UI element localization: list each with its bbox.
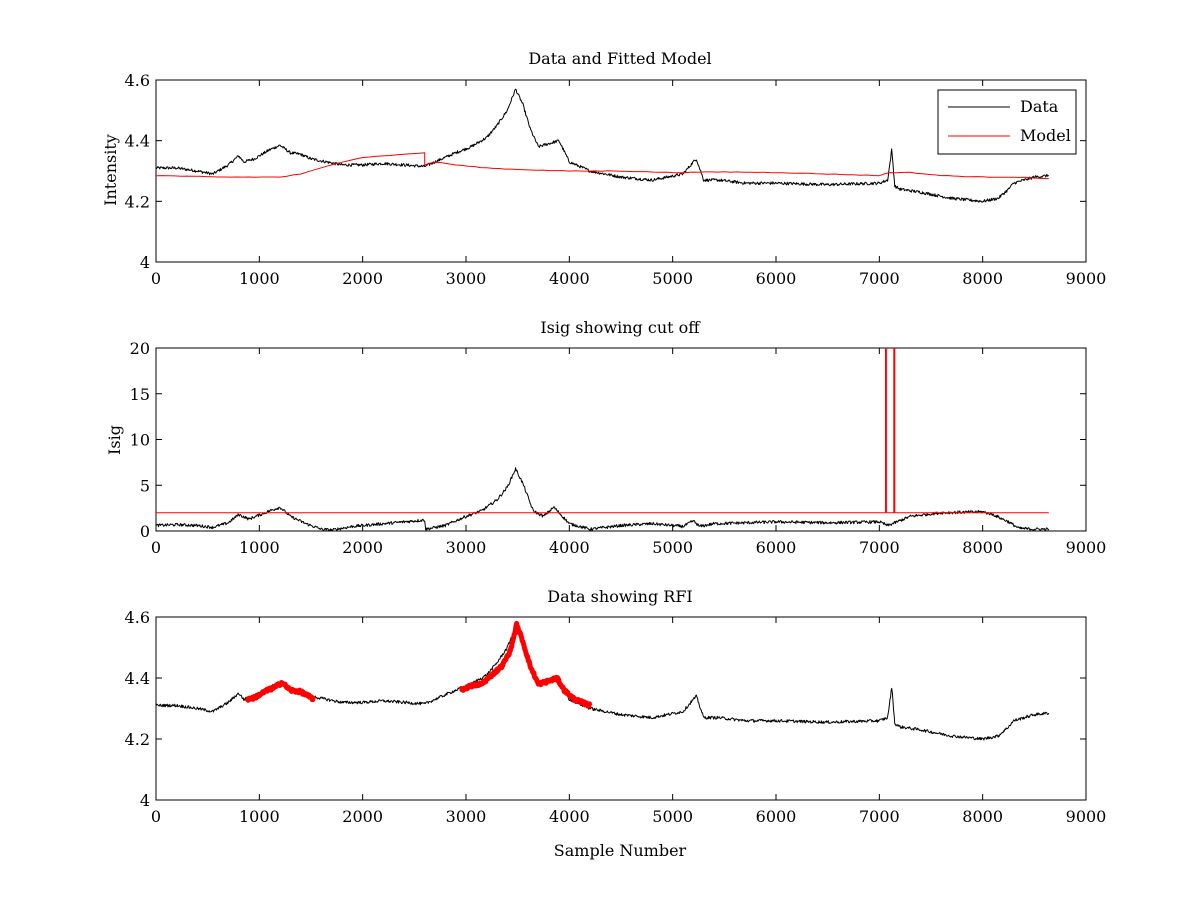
- x-tick-label: 1000: [239, 269, 280, 288]
- y-tick-label: 4: [140, 791, 150, 810]
- y-axis-label: Intensity: [101, 134, 120, 206]
- axes-box: [155, 79, 1087, 263]
- x-tick-label: 1000: [239, 538, 280, 557]
- x-tick-label: 7000: [859, 538, 900, 557]
- x-tick-label: 1000: [239, 807, 280, 826]
- x-tick-label: 6000: [756, 807, 797, 826]
- y-tick-label: 5: [140, 476, 150, 495]
- highlight-series-line: [245, 680, 317, 703]
- x-tick-label: 8000: [962, 807, 1003, 826]
- x-tick-label: 3000: [446, 538, 487, 557]
- chart-panel-intensity: Data and Fitted Model Intensity 0 1000 200…: [101, 49, 1106, 288]
- x-tick-label: 9000: [1066, 269, 1107, 288]
- x-tick-label: 5000: [652, 538, 693, 557]
- chart-panel-isig: Isig showing cut off Isig 0 1000 2000 3000 4…: [105, 318, 1106, 557]
- x-tick-label: 2000: [342, 538, 383, 557]
- legend-item-data: Data: [948, 97, 1059, 116]
- y-axis-label: Isig: [105, 425, 124, 455]
- x-tick-label: 8000: [962, 538, 1003, 557]
- highlight-series-line: [458, 620, 593, 709]
- y-tick-label: 4: [140, 253, 150, 272]
- y-tick-label: 4.6: [125, 71, 150, 90]
- x-tick-label: 4000: [549, 538, 590, 557]
- x-tick-label: 9000: [1066, 807, 1107, 826]
- x-tick-label: 4000: [549, 807, 590, 826]
- y-tick-label: 10: [130, 431, 150, 450]
- x-tick-label: 5000: [652, 807, 693, 826]
- x-tick-label: 9000: [1066, 538, 1107, 557]
- x-tick-label: 8000: [962, 269, 1003, 288]
- x-tick-label: 0: [151, 807, 161, 826]
- y-tick-label: 4.4: [125, 132, 150, 151]
- x-tick-label: 0: [151, 269, 161, 288]
- y-tick-label: 0: [140, 522, 150, 541]
- y-tick-label: 4.2: [125, 730, 150, 749]
- model-series-line: [156, 152, 1049, 180]
- plot-area: 0 1000 2000 3000 4000 5000 6000 7000 8000 9000 4 4.…: [125, 608, 1107, 826]
- chart-panel-rfi: Data showing RFI 0 1000 2000 3000 4000 5000 60…: [125, 587, 1107, 860]
- x-tick-label: 0: [151, 538, 161, 557]
- legend-box: [937, 89, 1077, 155]
- y-tick-label: 4.2: [125, 192, 150, 211]
- legend: Data Model: [937, 89, 1077, 155]
- x-tick-label: 2000: [342, 807, 383, 826]
- chart-title: Isig showing cut off: [540, 318, 701, 337]
- x-tick-label: 5000: [652, 269, 693, 288]
- x-tick-label: 4000: [549, 269, 590, 288]
- y-tick-label: 4.6: [125, 608, 150, 627]
- data-series-line: [156, 88, 1049, 203]
- x-tick-label: 7000: [859, 807, 900, 826]
- x-tick-label: 6000: [756, 269, 797, 288]
- x-tick-label: 3000: [446, 807, 487, 826]
- data-series-line: [156, 467, 1050, 531]
- plot-area: 0 1000 2000 3000 4000 5000 6000 7000 8000 9000 4 4.…: [125, 71, 1107, 288]
- y-tick-label: 15: [130, 385, 150, 404]
- x-tick-label: 6000: [756, 538, 797, 557]
- legend-item-model: Model: [948, 126, 1071, 145]
- axes-box: [155, 616, 1087, 801]
- x-tick-label: 7000: [859, 269, 900, 288]
- x-tick-label: 2000: [342, 269, 383, 288]
- chart-title: Data and Fitted Model: [528, 49, 711, 68]
- x-tick-label: 3000: [446, 269, 487, 288]
- chart-title: Data showing RFI: [547, 587, 692, 606]
- y-tick-label: 4.4: [125, 669, 150, 688]
- plot-area: 0 1000 2000 3000 4000 5000 6000 7000 8000 9000 0 5 1…: [130, 339, 1107, 557]
- legend-label-model: Model: [1020, 126, 1071, 145]
- highlight-series-line: [156, 348, 1049, 514]
- y-tick-label: 20: [130, 339, 150, 358]
- x-axis-label: Sample Number: [554, 841, 687, 860]
- legend-label-data: Data: [1020, 97, 1059, 116]
